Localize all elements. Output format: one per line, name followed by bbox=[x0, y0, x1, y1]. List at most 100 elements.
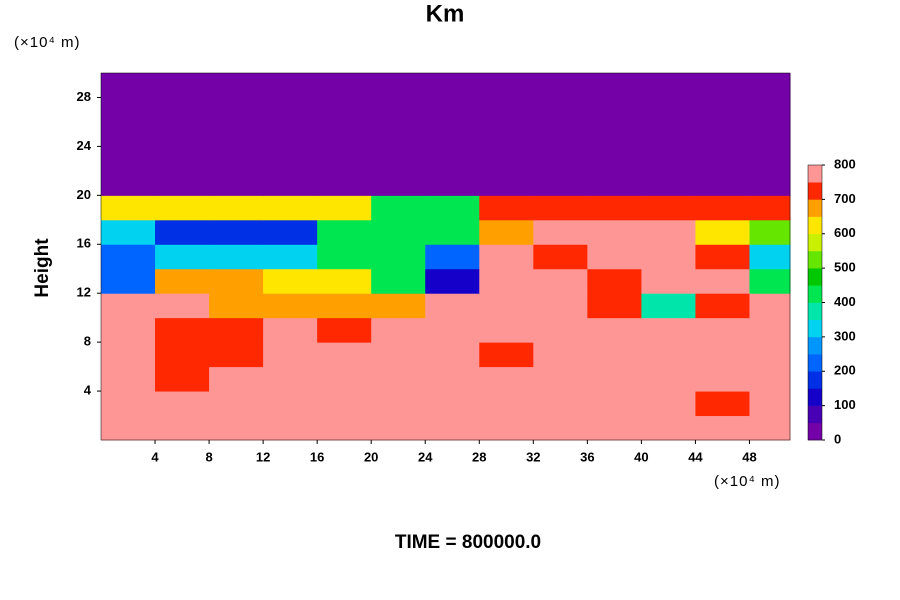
plot-frame bbox=[100, 72, 791, 441]
heat-cell bbox=[695, 219, 750, 245]
x-tick-label: 28 bbox=[472, 449, 486, 464]
heat-cell bbox=[209, 317, 264, 343]
heat-cell bbox=[209, 219, 264, 245]
heat-cell bbox=[209, 342, 264, 368]
heat-cell bbox=[749, 97, 791, 123]
heat-cell bbox=[263, 293, 318, 319]
x-tick-label: 24 bbox=[418, 449, 433, 464]
heat-cell bbox=[155, 366, 210, 392]
heat-cell bbox=[101, 366, 156, 392]
heat-cell bbox=[587, 366, 642, 392]
heat-cell bbox=[641, 317, 696, 343]
heat-cell bbox=[263, 415, 318, 441]
heat-cell bbox=[155, 342, 210, 368]
colorbar-band bbox=[808, 250, 822, 269]
heat-cell bbox=[695, 121, 750, 147]
heat-cell bbox=[533, 317, 588, 343]
heat-cell bbox=[101, 342, 156, 368]
heat-cell bbox=[587, 244, 642, 270]
heat-cell bbox=[749, 195, 791, 221]
heat-cell bbox=[263, 97, 318, 123]
heat-cell bbox=[533, 195, 588, 221]
heat-cell bbox=[479, 268, 534, 294]
heat-cell bbox=[695, 244, 750, 270]
heat-cell bbox=[695, 415, 750, 441]
heat-cell bbox=[425, 268, 480, 294]
heat-cell bbox=[371, 391, 426, 417]
heat-cell bbox=[263, 366, 318, 392]
colorbar-band bbox=[808, 199, 822, 217]
heat-cell bbox=[155, 317, 210, 343]
x-unit: (×10⁴ m) bbox=[714, 473, 781, 490]
heat-cell bbox=[155, 244, 210, 270]
heat-cell bbox=[317, 73, 372, 98]
colorbar-band bbox=[808, 405, 822, 424]
colorbar-tick-label: 800 bbox=[834, 156, 856, 171]
heat-cell bbox=[101, 73, 156, 98]
heat-cell bbox=[317, 391, 372, 417]
heat-cell bbox=[425, 195, 480, 221]
heat-cell bbox=[263, 391, 318, 417]
heat-cell bbox=[155, 219, 210, 245]
heat-cell bbox=[317, 244, 372, 270]
heat-cell bbox=[317, 415, 372, 441]
heat-cell bbox=[641, 219, 696, 245]
heat-cell bbox=[749, 415, 791, 441]
colorbar-tick-label: 0 bbox=[834, 431, 841, 446]
colorbar-tick-label: 400 bbox=[834, 294, 856, 309]
heat-cell bbox=[479, 317, 534, 343]
heat-cell bbox=[587, 317, 642, 343]
heat-cell bbox=[155, 121, 210, 147]
heat-cell bbox=[209, 121, 264, 147]
heat-cell bbox=[425, 219, 480, 245]
heat-cell bbox=[209, 366, 264, 392]
heat-cell bbox=[749, 268, 791, 294]
heat-cell bbox=[371, 415, 426, 441]
heat-cell bbox=[479, 146, 534, 172]
heat-cell bbox=[533, 268, 588, 294]
colorbar-tick-label: 600 bbox=[834, 225, 856, 240]
heat-cell bbox=[425, 342, 480, 368]
heat-cell bbox=[533, 366, 588, 392]
colorbar-band bbox=[808, 371, 822, 389]
colorbar-band bbox=[808, 165, 822, 183]
heat-cell bbox=[695, 268, 750, 294]
y-axis-label: Height bbox=[32, 238, 53, 298]
heat-cell bbox=[101, 121, 156, 147]
colorbar-band bbox=[808, 285, 822, 303]
heat-cell bbox=[695, 195, 750, 221]
heat-cell bbox=[101, 415, 156, 441]
heat-cell bbox=[155, 195, 210, 221]
heat-cell bbox=[101, 219, 156, 245]
heat-cell bbox=[749, 146, 791, 172]
heat-cell bbox=[749, 244, 791, 270]
heat-cell bbox=[587, 121, 642, 147]
heat-cell bbox=[533, 244, 588, 270]
heat-cell bbox=[587, 170, 642, 196]
heat-cell bbox=[101, 195, 156, 221]
heat-cell bbox=[263, 219, 318, 245]
heat-cell bbox=[479, 244, 534, 270]
colorbar-tick-label: 700 bbox=[834, 191, 856, 206]
x-tick-label: 8 bbox=[205, 449, 212, 464]
heat-cell bbox=[641, 97, 696, 123]
heat-cell bbox=[101, 146, 156, 172]
heat-cell bbox=[695, 146, 750, 172]
heat-cell bbox=[479, 391, 534, 417]
y-tick-label: 12 bbox=[77, 285, 91, 300]
heat-cell bbox=[101, 268, 156, 294]
y-tick-label: 8 bbox=[84, 334, 91, 349]
heat-cell bbox=[155, 268, 210, 294]
heat-cell bbox=[209, 146, 264, 172]
heat-cell bbox=[317, 342, 372, 368]
heat-cell bbox=[317, 170, 372, 196]
heat-cell bbox=[479, 170, 534, 196]
heat-cell bbox=[749, 391, 791, 417]
heat-cell bbox=[425, 244, 480, 270]
y-tick-label: 4 bbox=[84, 383, 92, 398]
heat-cell bbox=[371, 170, 426, 196]
y-tick-label: 20 bbox=[77, 187, 91, 202]
heat-cell bbox=[425, 97, 480, 123]
heat-cell bbox=[641, 391, 696, 417]
